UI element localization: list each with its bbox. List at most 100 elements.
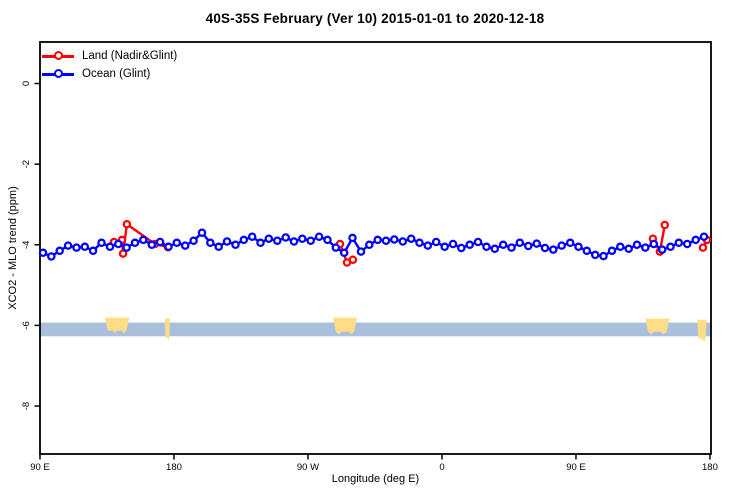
ocean-series-marker [565, 238, 575, 248]
ocean-series-marker [482, 242, 491, 252]
ocean-series-marker [114, 239, 123, 249]
ocean-series-marker [599, 251, 608, 261]
x-axis-tick-label: 180 [166, 462, 182, 473]
ocean-series-marker [206, 238, 215, 248]
ocean-series-marker [189, 236, 198, 245]
legend-item-ocean: Ocean (Glint) [42, 65, 177, 83]
ocean-series-marker [465, 240, 474, 250]
ocean-swatch-circle-icon [54, 69, 63, 78]
ocean-series-marker [72, 243, 81, 252]
ocean-series-marker [607, 246, 617, 256]
y-axis-tick-label: -4 [21, 241, 32, 249]
x-axis-tick-label: 90 E [30, 462, 50, 473]
map-band-land-blob [104, 317, 130, 333]
ocean-series-marker [415, 238, 424, 248]
ocean-series-marker [524, 241, 533, 251]
ocean-series-marker [231, 240, 240, 250]
ocean-series-marker [130, 238, 140, 248]
map-band-ocean [40, 322, 711, 337]
y-axis-tick-label: -2 [21, 160, 32, 168]
ocean-series-marker [306, 236, 315, 245]
ocean-series-marker [381, 236, 391, 245]
plot-border [39, 41, 712, 455]
ocean-series-marker [63, 241, 73, 250]
y-axis-tick-label: 0 [21, 81, 32, 86]
ocean-series-marker [314, 232, 324, 241]
ocean-series-marker [214, 242, 223, 252]
ocean-series-marker [699, 232, 709, 241]
ocean-series-marker [498, 240, 508, 250]
ocean-series-marker [674, 238, 684, 248]
ocean-series-marker [348, 233, 357, 243]
chart-title: 40S-35S February (Ver 10) 2015-01-01 to … [205, 11, 545, 26]
ocean-series-marker [398, 237, 408, 246]
ocean-series-marker [641, 243, 650, 252]
ocean-series-marker [507, 243, 516, 252]
land-swatch-circle-icon [54, 51, 63, 60]
ocean-series-marker [532, 239, 541, 248]
x-axis-tick-label: 90 E [566, 462, 586, 473]
ocean-series-marker [691, 235, 700, 245]
y-axis-tick-label: -8 [21, 402, 32, 410]
x-axis-tick-label: 180 [702, 462, 718, 473]
ocean-series-marker [47, 252, 56, 261]
ocean-series-swatch-icon [42, 69, 74, 79]
ocean-series-marker [515, 238, 525, 248]
ocean-series-marker [557, 241, 566, 250]
ocean-series-marker [365, 240, 374, 250]
ocean-series-marker [88, 246, 98, 256]
ocean-series-marker [682, 239, 692, 249]
ocean-series-marker [616, 242, 625, 252]
ocean-series-marker [356, 247, 366, 256]
land-series-marker [348, 255, 358, 264]
ocean-series-marker [155, 237, 165, 247]
ocean-series-marker [38, 248, 48, 258]
x-axis-title: Longitude (deg E) [331, 473, 420, 485]
ocean-series-marker [339, 248, 349, 258]
ocean-series-marker [574, 242, 583, 252]
ocean-series-marker [122, 243, 131, 252]
ocean-series-marker [649, 239, 659, 249]
legend-item-land: Land (Nadir&Glint) [42, 47, 177, 65]
ocean-series-marker [373, 235, 382, 245]
ocean-series-marker [440, 242, 449, 252]
ocean-series-marker [406, 234, 416, 243]
land-series-marker [122, 219, 132, 229]
ocean-series-marker [80, 242, 90, 252]
ocean-series-marker [264, 234, 274, 243]
ocean-series-marker [431, 237, 441, 247]
ocean-series-marker [390, 235, 399, 244]
land-series-swatch-icon [42, 51, 74, 61]
ocean-series-marker [666, 242, 675, 252]
map-band-land-blob [697, 319, 707, 341]
ocean-series-marker [273, 236, 282, 245]
legend-label-ocean: Ocean (Glint) [82, 68, 151, 80]
ocean-series-marker [55, 246, 64, 256]
y-axis-tick-label: -6 [21, 321, 32, 329]
ocean-series-marker [289, 237, 299, 246]
ocean-series-marker [256, 238, 265, 248]
ocean-series-marker [239, 235, 249, 245]
ocean-series-marker [624, 244, 633, 254]
ocean-series-marker [222, 237, 232, 246]
ocean-series-marker [657, 245, 667, 254]
land-series-marker [118, 249, 128, 258]
ocean-series-marker [97, 238, 106, 248]
ocean-series-marker [632, 240, 642, 250]
ocean-series-marker [540, 243, 550, 253]
ocean-series-marker [139, 235, 148, 245]
map-band-land-blob [332, 317, 357, 334]
ocean-series-marker [473, 237, 483, 247]
ocean-series-marker [281, 233, 290, 242]
ocean-series-marker [323, 235, 332, 245]
map-band-land-blob [164, 318, 170, 340]
ocean-series-marker [147, 240, 157, 250]
y-axis-title: XCO2 - MLO trend (ppm) [7, 186, 19, 310]
ocean-series-marker [172, 238, 182, 248]
x-axis-tick-label: 90 W [297, 462, 319, 473]
legend-label-land: Land (Nadir&Glint) [82, 50, 178, 62]
ocean-series-marker [197, 228, 207, 237]
ocean-series-marker [549, 245, 558, 254]
